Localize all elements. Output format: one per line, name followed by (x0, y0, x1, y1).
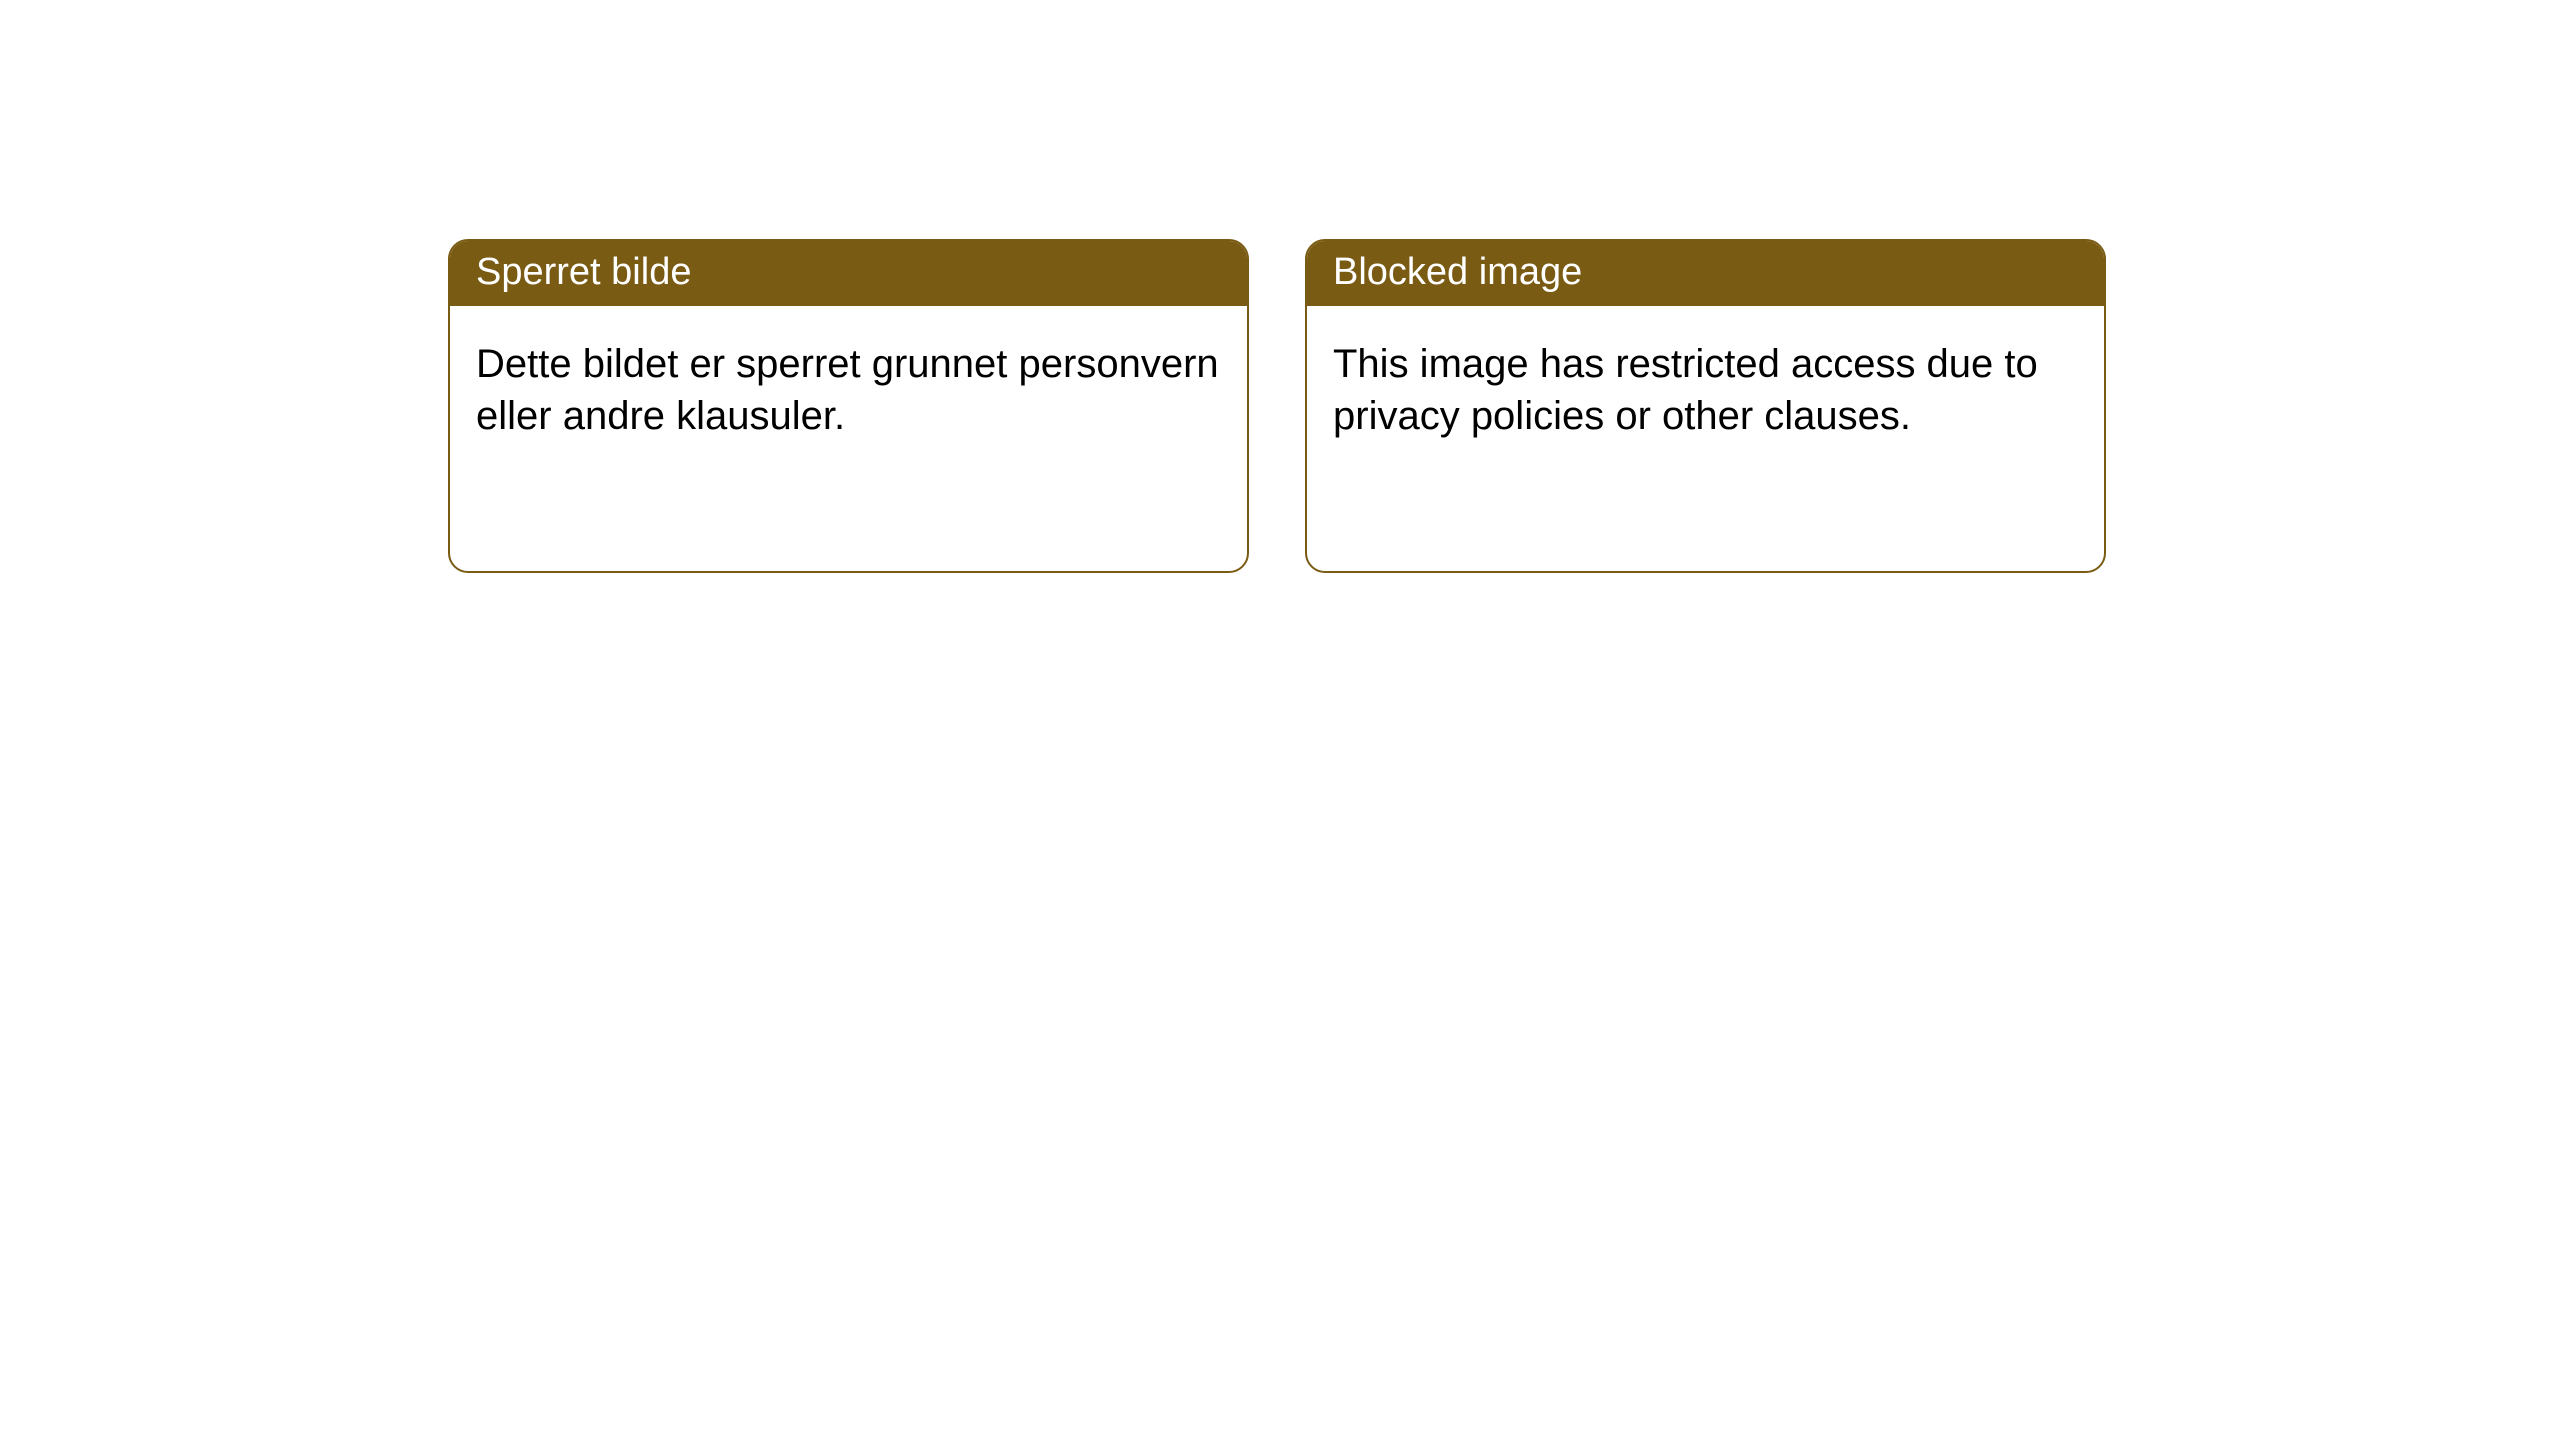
notice-card-english: Blocked image This image has restricted … (1305, 239, 2106, 573)
notice-card-body: This image has restricted access due to … (1307, 306, 2104, 474)
notice-card-title: Sperret bilde (450, 241, 1247, 306)
notice-card-norwegian: Sperret bilde Dette bildet er sperret gr… (448, 239, 1249, 573)
notice-cards-container: Sperret bilde Dette bildet er sperret gr… (448, 239, 2106, 573)
notice-card-title: Blocked image (1307, 241, 2104, 306)
notice-card-body: Dette bildet er sperret grunnet personve… (450, 306, 1247, 474)
